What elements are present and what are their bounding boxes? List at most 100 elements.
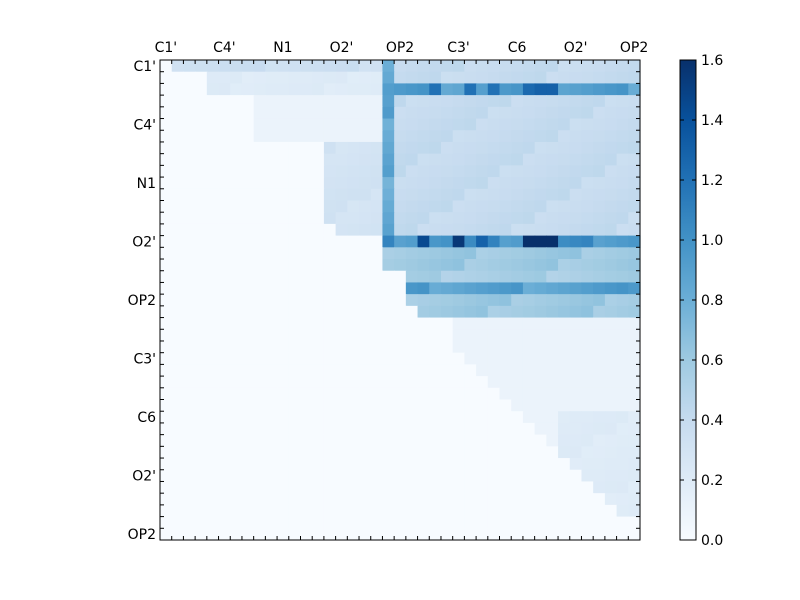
heatmap-cell [476, 446, 489, 459]
heatmap-cell [288, 434, 302, 447]
heatmap-cell [546, 516, 559, 529]
heatmap-cell [277, 387, 290, 401]
heatmap-cell [394, 223, 407, 237]
heatmap-cell [593, 106, 606, 120]
heatmap-cell [569, 177, 583, 190]
heatmap-cell [347, 83, 360, 96]
heatmap-cell [417, 528, 430, 541]
heatmap-cell [593, 270, 606, 284]
heatmap-cell [487, 235, 501, 248]
heatmap-cell [593, 235, 606, 248]
heatmap-cell [394, 352, 407, 365]
heatmap-cell [347, 340, 360, 354]
heatmap-cell [487, 305, 501, 319]
heatmap-cell [230, 165, 243, 178]
heatmap-cell [417, 141, 430, 155]
heatmap-cell [440, 165, 454, 178]
heatmap-cell [569, 493, 583, 506]
heatmap-cell [499, 177, 512, 190]
heatmap-cell [347, 130, 360, 143]
heatmap-cell [593, 364, 606, 377]
heatmap-cell [417, 118, 430, 131]
heatmap-cell [370, 469, 384, 483]
heatmap-cell [370, 106, 384, 120]
heatmap-cell [323, 106, 337, 120]
heatmap-cell [476, 493, 489, 506]
heatmap-cell [405, 411, 419, 424]
heatmap-cell [394, 71, 407, 85]
heatmap-cell [464, 422, 477, 436]
heatmap-cell [171, 399, 185, 412]
heatmap-cell [230, 95, 243, 108]
heatmap-cell [476, 165, 489, 178]
heatmap-cell [359, 504, 372, 518]
heatmap-cell [277, 177, 290, 190]
heatmap-cell [417, 504, 430, 518]
heatmap-cell [253, 153, 266, 166]
heatmap-cell [253, 223, 266, 237]
heatmap-cell [253, 141, 266, 155]
heatmap-cell [382, 71, 395, 85]
heatmap-cell [476, 153, 489, 166]
heatmap-cell [581, 458, 594, 471]
heatmap-cell [370, 235, 384, 248]
heatmap-cell [288, 446, 302, 459]
heatmap-cell [253, 95, 266, 108]
heatmap-cell [604, 200, 618, 213]
heatmap-cell [335, 60, 348, 73]
heatmap-cell [171, 247, 185, 260]
heatmap-cell [569, 458, 583, 471]
heatmap-cell [323, 469, 337, 483]
heatmap-cell [534, 434, 547, 447]
heatmap-cell [183, 422, 196, 436]
heatmap-cell [335, 329, 348, 342]
heatmap-cell [429, 71, 442, 85]
heatmap-cell [417, 71, 430, 85]
heatmap-cell [394, 165, 407, 178]
heatmap-cell [183, 130, 196, 143]
heatmap-cell [195, 235, 208, 248]
heatmap-cell [241, 317, 255, 330]
heatmap-cell [476, 247, 489, 260]
heatmap-cell [417, 83, 430, 96]
heatmap-cell [253, 364, 266, 377]
heatmap-cell [206, 130, 220, 143]
heatmap-cell [487, 294, 501, 307]
heatmap-cell [511, 352, 524, 365]
heatmap-cell [323, 329, 337, 342]
heatmap-cell [312, 118, 325, 131]
heatmap-cell [487, 493, 501, 506]
heatmap-cell [499, 317, 512, 330]
heatmap-cell [405, 247, 419, 260]
heatmap-cell [440, 516, 454, 529]
heatmap-cell [218, 153, 231, 166]
heatmap-cell [604, 317, 618, 330]
heatmap-cell [464, 294, 477, 307]
heatmap-cell [195, 223, 208, 237]
heatmap-cell [417, 177, 430, 190]
heatmap-cell [394, 528, 407, 541]
heatmap-cell [569, 387, 583, 401]
heatmap-cell [230, 247, 243, 260]
heatmap-cell [218, 516, 231, 529]
heatmap-cell [429, 212, 442, 225]
heatmap-cell [230, 434, 243, 447]
heatmap-cell [218, 399, 231, 412]
heatmap-cell [288, 247, 302, 260]
heatmap-cell [628, 329, 641, 342]
heatmap-cell [347, 188, 360, 202]
heatmap-cell [604, 434, 618, 447]
heatmap-cell [558, 60, 571, 73]
heatmap-cell [160, 376, 173, 389]
heatmap-cell [183, 352, 196, 365]
heatmap-cell [417, 130, 430, 143]
heatmap-cell [359, 95, 372, 108]
heatmap-cell [218, 446, 231, 459]
heatmap-cell [628, 376, 641, 389]
heatmap-cell [511, 305, 524, 319]
heatmap-cell [522, 118, 536, 131]
heatmap-cell [429, 259, 442, 272]
heatmap-cell [394, 130, 407, 143]
heatmap-cell [499, 376, 512, 389]
heatmap-cell [253, 516, 266, 529]
